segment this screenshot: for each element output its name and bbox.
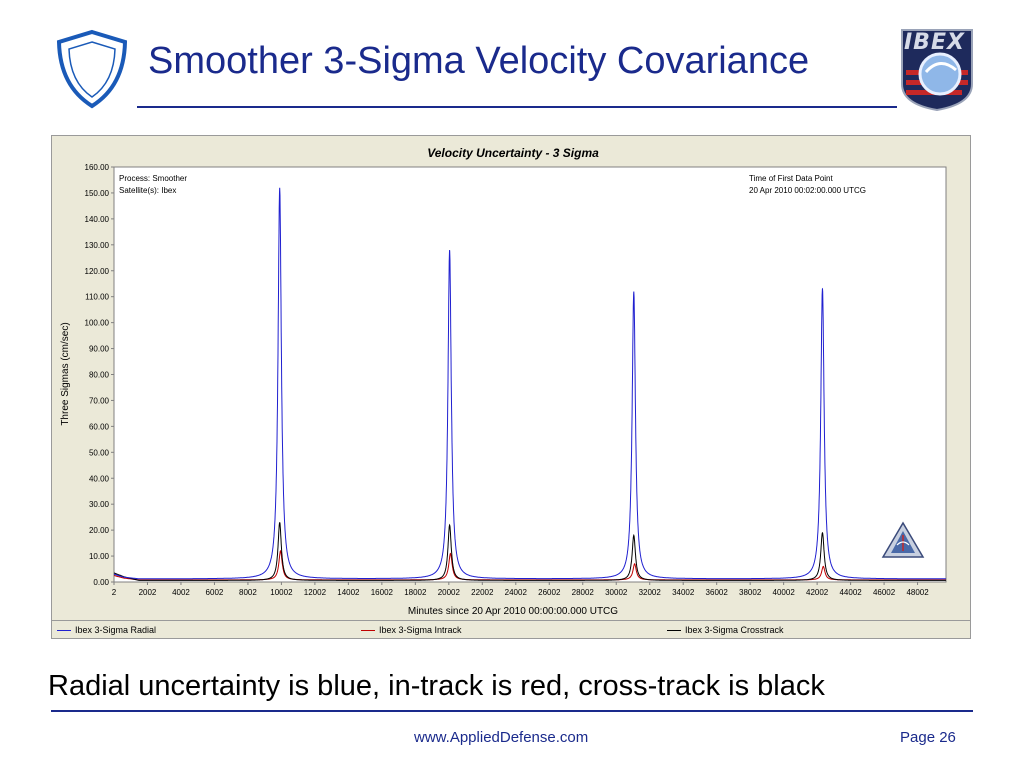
x-tick-label: 38002 <box>739 588 762 597</box>
velocity-chart: Velocity Uncertainty - 3 Sigma 0.00 10.00… <box>60 146 947 617</box>
y-axis: 0.00 10.00 20.00 30.00 40.00 50.00 60.00 70.00 8… <box>85 163 114 587</box>
x-tick-label: 40002 <box>773 588 796 597</box>
x-tick-label: 10002 <box>270 588 293 597</box>
x-tick-label: 48002 <box>906 588 929 597</box>
y-tick-label: 70.00 <box>89 396 110 405</box>
y-tick-label: 60.00 <box>89 422 110 431</box>
x-tick-label: 2 <box>112 588 117 597</box>
plot-area <box>113 166 947 583</box>
footer-url-link[interactable]: www.AppliedDefense.com <box>414 729 589 746</box>
y-tick-label: 40.00 <box>89 474 110 483</box>
plot-annotations: Process: Smoother Satellite(s): Ibex Tim… <box>119 174 866 195</box>
triangle-logo <box>881 521 925 558</box>
y-tick-label: 0.00 <box>93 578 109 587</box>
legend-item-intrack: Ibex 3-Sigma Intrack <box>361 625 462 635</box>
first-point-time: 20 Apr 2010 00:02:00.000 UTCG <box>749 186 866 195</box>
caption-divider <box>51 710 973 712</box>
slide-title: Smoother 3-Sigma Velocity Covariance <box>148 40 810 82</box>
legend-item-radial: Ibex 3-Sigma Radial <box>57 625 156 635</box>
y-axis-label: Three Sigmas (cm/sec) <box>60 322 71 425</box>
x-axis: 2 2002 4002 6002 8002 10002 12002 14002 16002 180… <box>112 582 929 597</box>
x-tick-label: 6002 <box>206 588 224 597</box>
y-tick-label: 80.00 <box>89 371 110 380</box>
x-tick-label: 8002 <box>239 588 257 597</box>
y-tick-label: 100.00 <box>85 319 110 328</box>
y-tick-label: 150.00 <box>85 189 110 198</box>
legend-item-crosstrack: Ibex 3-Sigma Crosstrack <box>667 625 784 635</box>
x-tick-label: 32002 <box>639 588 662 597</box>
x-tick-label: 34002 <box>672 588 695 597</box>
mission-badge-logo: IBEX <box>896 26 978 112</box>
y-tick-label: 120.00 <box>85 267 110 276</box>
x-tick-label: 22002 <box>471 588 494 597</box>
y-tick-label: 10.00 <box>89 552 110 561</box>
legend-swatch-intrack <box>361 630 375 632</box>
x-tick-label: 18002 <box>404 588 427 597</box>
x-tick-label: 26002 <box>538 588 561 597</box>
x-tick-label: 30002 <box>605 588 628 597</box>
legend-swatch-crosstrack <box>667 630 681 632</box>
title-divider <box>137 106 897 108</box>
x-axis-label: Minutes since 20 Apr 2010 00:00:00.000 U… <box>408 606 618 617</box>
legend-label-intrack: Ibex 3-Sigma Intrack <box>379 625 462 635</box>
legend-label-radial: Ibex 3-Sigma Radial <box>75 625 157 635</box>
y-tick-label: 90.00 <box>89 345 110 354</box>
badge-text: IBEX <box>904 30 965 55</box>
legend-swatch-radial <box>57 630 71 632</box>
chart-legend: Ibex 3-Sigma Radial Ibex 3-Sigma Intrack… <box>51 620 971 639</box>
y-tick-label: 30.00 <box>89 500 110 509</box>
chart-panel: Velocity Uncertainty - 3 Sigma 0.00 10.00… <box>51 135 971 639</box>
x-tick-label: 24002 <box>505 588 528 597</box>
legend-label-crosstrack: Ibex 3-Sigma Crosstrack <box>685 625 784 635</box>
process-label: Process: Smoother <box>119 174 187 183</box>
x-tick-label: 2002 <box>139 588 157 597</box>
x-tick-label: 16002 <box>371 588 394 597</box>
chart-title: Velocity Uncertainty - 3 Sigma <box>427 146 599 160</box>
y-tick-label: 20.00 <box>89 526 110 535</box>
y-tick-label: 110.00 <box>85 293 109 302</box>
x-tick-label: 4002 <box>172 588 190 597</box>
y-tick-label: 130.00 <box>85 241 110 250</box>
x-tick-label: 46002 <box>873 588 896 597</box>
y-tick-label: 50.00 <box>89 448 110 457</box>
x-tick-label: 44002 <box>839 588 862 597</box>
x-tick-label: 28002 <box>572 588 595 597</box>
y-tick-label: 140.00 <box>85 215 110 224</box>
x-tick-label: 20002 <box>438 588 461 597</box>
x-tick-label: 42002 <box>806 588 829 597</box>
y-tick-label: 160.00 <box>85 163 110 172</box>
page-number: Page 26 <box>900 729 956 746</box>
first-point-label: Time of First Data Point <box>749 174 834 183</box>
shield-logo <box>56 29 128 109</box>
x-tick-label: 36002 <box>706 588 729 597</box>
series-line-ibex-3-sigma-radial <box>113 187 946 580</box>
series-lines <box>113 187 946 581</box>
satellite-label: Satellite(s): Ibex <box>119 186 176 195</box>
x-tick-label: 14002 <box>337 588 360 597</box>
slide-caption: Radial uncertainty is blue, in-track is … <box>48 670 825 702</box>
series-line-ibex-3-sigma-crosstrack <box>113 522 946 581</box>
x-tick-label: 12002 <box>304 588 327 597</box>
